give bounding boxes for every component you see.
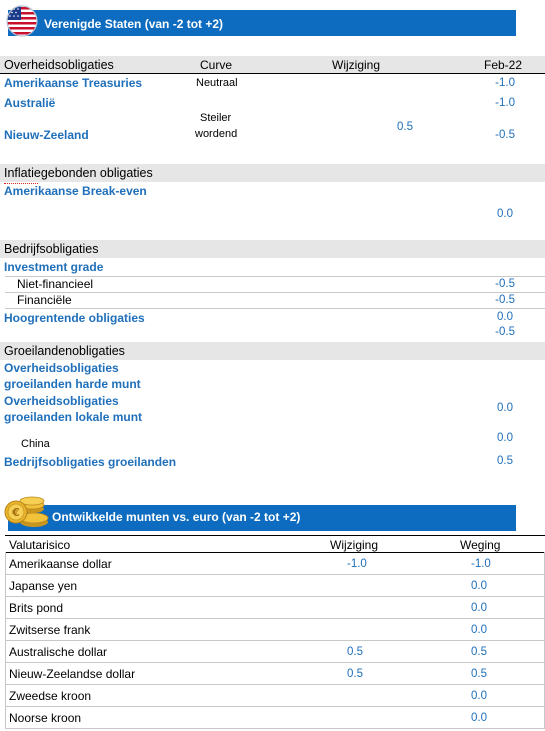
svg-text:€: € [11,506,20,519]
inflation-row-value: 0.0 [497,208,513,220]
fx-table-top-line [5,535,545,536]
fx-row-divider [5,684,545,685]
fx-row-change: 0.5 [347,668,363,680]
fx-row-divider [5,596,545,597]
gov-bonds-heading: Overheidsobligaties [4,58,114,72]
inflation-row-name: Amerikaanse Break-even [4,184,147,198]
fx-row-weight: 0.0 [471,602,487,614]
fx-row-weight: 0.0 [471,690,487,702]
us-banner [8,10,516,36]
fx-row-weight: 0.0 [471,712,487,724]
fx-row-name: Amerikaanse dollar [9,557,112,571]
fx-row-divider [5,728,545,729]
us-flag-icon [6,5,38,37]
fx-row-weight: 0.5 [471,668,487,680]
fx-row-name: Australische dollar [9,645,108,659]
em-hard-name-2: groeilanden harde munt [4,377,141,391]
china-value: 0.0 [497,432,513,444]
high-yield-value-2: -0.5 [495,326,515,338]
corporate-heading: Bedrijfsobligaties [4,242,99,256]
em-corp-name: Bedrijfsobligaties groeilanden [4,455,177,469]
gov-row-value: -0.5 [495,129,515,141]
corporate-header: Bedrijfsobligaties [0,240,545,258]
high-yield-value: 0.0 [497,311,513,323]
non-financial-value: -0.5 [495,278,515,290]
em-hard-name-1: Overheidsobligaties [4,361,119,375]
high-yield-name: Hoogrentende obligaties [4,311,145,325]
gov-row-name: Nieuw-Zeeland [4,128,89,142]
em-header: Groeilandenobligaties [0,342,545,360]
fx-row-name: Brits pond [9,601,64,615]
em-local-value: 0.0 [497,402,513,414]
inflation-header: Inflatiegebonden obligaties [0,164,545,182]
em-local-name-1: Overheidsobligaties [4,394,119,408]
row-divider [5,308,545,309]
change-header: Wijziging [332,58,381,72]
fx-section-title: Ontwikkelde munten vs. euro (van -2 tot … [52,510,301,524]
gov-row-value: -1.0 [495,77,515,89]
euro-coins-icon: € [2,490,52,530]
fx-row-divider [5,706,545,707]
gov-row-name: Amerikaanse Treasuries [4,76,143,90]
gov-row-name: Australië [4,96,56,110]
gov-row-curve: Neutraal [196,77,238,89]
fx-row-name: Nieuw-Zeelandse dollar [9,667,136,681]
fx-row-change: -1.0 [347,558,367,570]
gov-row-value: -1.0 [495,97,515,109]
row-divider [5,292,545,293]
em-heading: Groeilandenobligaties [4,344,125,358]
fx-row-divider [5,574,545,575]
em-local-name-2: groeilanden lokale munt [4,410,143,424]
spellcheck-underline [4,181,38,184]
fx-row-weight: 0.0 [471,580,487,592]
china-name: China [21,438,50,450]
financial-value: -0.5 [495,294,515,306]
fx-row-name: Zweedse kroon [9,689,92,703]
fx-change-header: Wijziging [330,538,379,552]
em-corp-value: 0.5 [497,455,513,467]
fx-row-weight: -1.0 [471,558,491,570]
fx-banner [8,505,516,531]
gov-bonds-header: Overheidsobligaties [0,56,545,74]
fx-row-weight: 0.0 [471,624,487,636]
fx-row-name: Zwitserse frank [9,623,91,637]
us-section-title: Verenigde Staten (van -2 tot +2) [44,17,224,31]
fx-weight-header: Weging [460,538,501,552]
fx-row-name: Noorse kroon [9,711,82,725]
fx-row-divider [5,618,545,619]
fx-row-weight: 0.5 [471,646,487,658]
gov-row-change: 0.5 [397,121,413,133]
fx-row-divider [5,662,545,663]
row-divider [5,276,545,277]
financial-name: Financiële [17,293,72,307]
investment-grade-label: Investment grade [4,260,104,274]
gov-row-curve: Steiler [200,112,232,124]
fx-row-change: 0.5 [347,646,363,658]
gov-row-curve: wordend [195,128,238,140]
fx-risk-header: Valutarisico [9,538,71,552]
inflation-heading: Inflatiegebonden obligaties [4,166,153,180]
non-financial-name: Niet-financieel [17,277,94,291]
fx-row-name: Japanse yen [9,579,78,593]
curve-header: Curve [200,58,233,72]
fx-header-underline [5,552,545,553]
header-underline [0,73,545,74]
date-header: Feb-22 [484,58,523,72]
fx-row-divider [5,640,545,641]
